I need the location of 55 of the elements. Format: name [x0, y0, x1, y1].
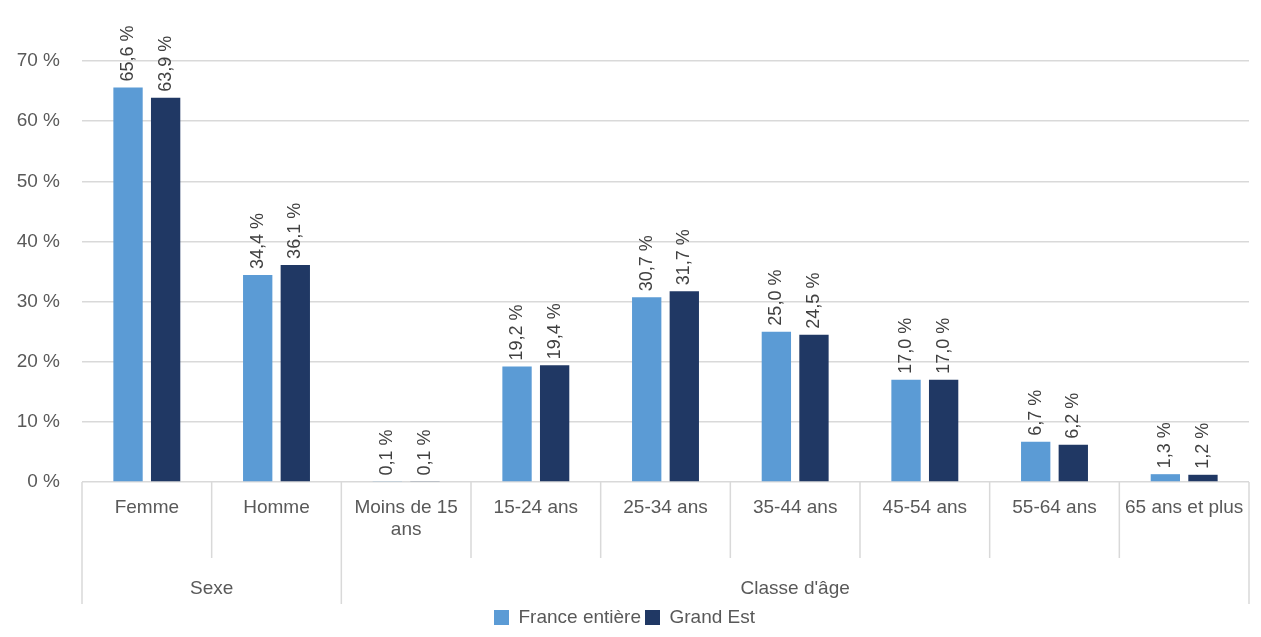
bar: [891, 379, 921, 482]
data-label: 65,6 %: [117, 25, 137, 82]
x-tick-label: Femme: [114, 495, 180, 517]
bar: [113, 87, 143, 482]
x-tick-label: 55-64 ans: [1012, 495, 1097, 517]
data-label: 17,0 %: [895, 317, 915, 374]
bar: [243, 275, 273, 482]
y-tick-label: 70 %: [16, 49, 61, 71]
data-label: 63,9 %: [154, 35, 175, 92]
bar: [1021, 441, 1051, 482]
data-label: 24,5 %: [802, 272, 823, 329]
bar: [150, 97, 181, 482]
data-label: 19,4 %: [543, 303, 564, 360]
y-tick-label: 10 %: [16, 410, 61, 432]
bar: [669, 291, 699, 482]
y-tick-label: 30 %: [16, 289, 61, 311]
y-tick-label: 50 %: [16, 169, 61, 191]
data-label: 36,1 %: [284, 202, 305, 259]
bar: [799, 334, 829, 482]
data-label: 6,2 %: [1062, 392, 1083, 439]
legend-label: Grand Est: [669, 605, 756, 627]
text: Classe d'âge: [740, 577, 850, 599]
bar: [1150, 474, 1181, 482]
data-label: 1,2 %: [1191, 422, 1212, 469]
y-tick-label: 40 %: [16, 229, 61, 251]
bar: [502, 366, 532, 482]
data-label: 25,0 %: [765, 269, 786, 326]
y-tick-label: 20 %: [16, 349, 61, 371]
x-tick-label: 65 ans et plus: [1125, 495, 1244, 517]
data-label: 6,7 %: [1024, 389, 1045, 436]
x-tick-label: Homme: [243, 495, 310, 517]
data-label: 30,7 %: [635, 235, 656, 292]
x-tick-label: 15-24 ans: [493, 495, 579, 517]
x-tick-label: 25-34 ans: [623, 495, 708, 517]
x-tick-label: 45-54 ans: [882, 495, 968, 517]
data-label: 0,1 %: [413, 429, 434, 476]
data-label: 34,4 %: [246, 213, 267, 270]
y-tick-label: 60 %: [16, 109, 61, 131]
data-label: 17,0 %: [932, 317, 953, 374]
bar: [761, 331, 792, 482]
bar: [539, 365, 570, 482]
bar: [280, 264, 310, 482]
x-tick-label: Moins de 15 ans: [354, 495, 458, 540]
text: Sexe: [190, 577, 234, 599]
bar: [928, 379, 959, 482]
bar: [632, 297, 662, 482]
x-tick-label: 35-44 ans: [752, 495, 838, 517]
data-label: 0,1 %: [376, 429, 397, 476]
legend-label: France entière: [518, 605, 641, 627]
bar: [1058, 444, 1088, 482]
y-tick-label: 0 %: [27, 470, 61, 492]
data-label: 31,7 %: [673, 229, 694, 286]
data-label: 19,2 %: [506, 304, 526, 361]
bar: [1188, 474, 1218, 482]
data-label: 1,3 %: [1154, 422, 1175, 469]
